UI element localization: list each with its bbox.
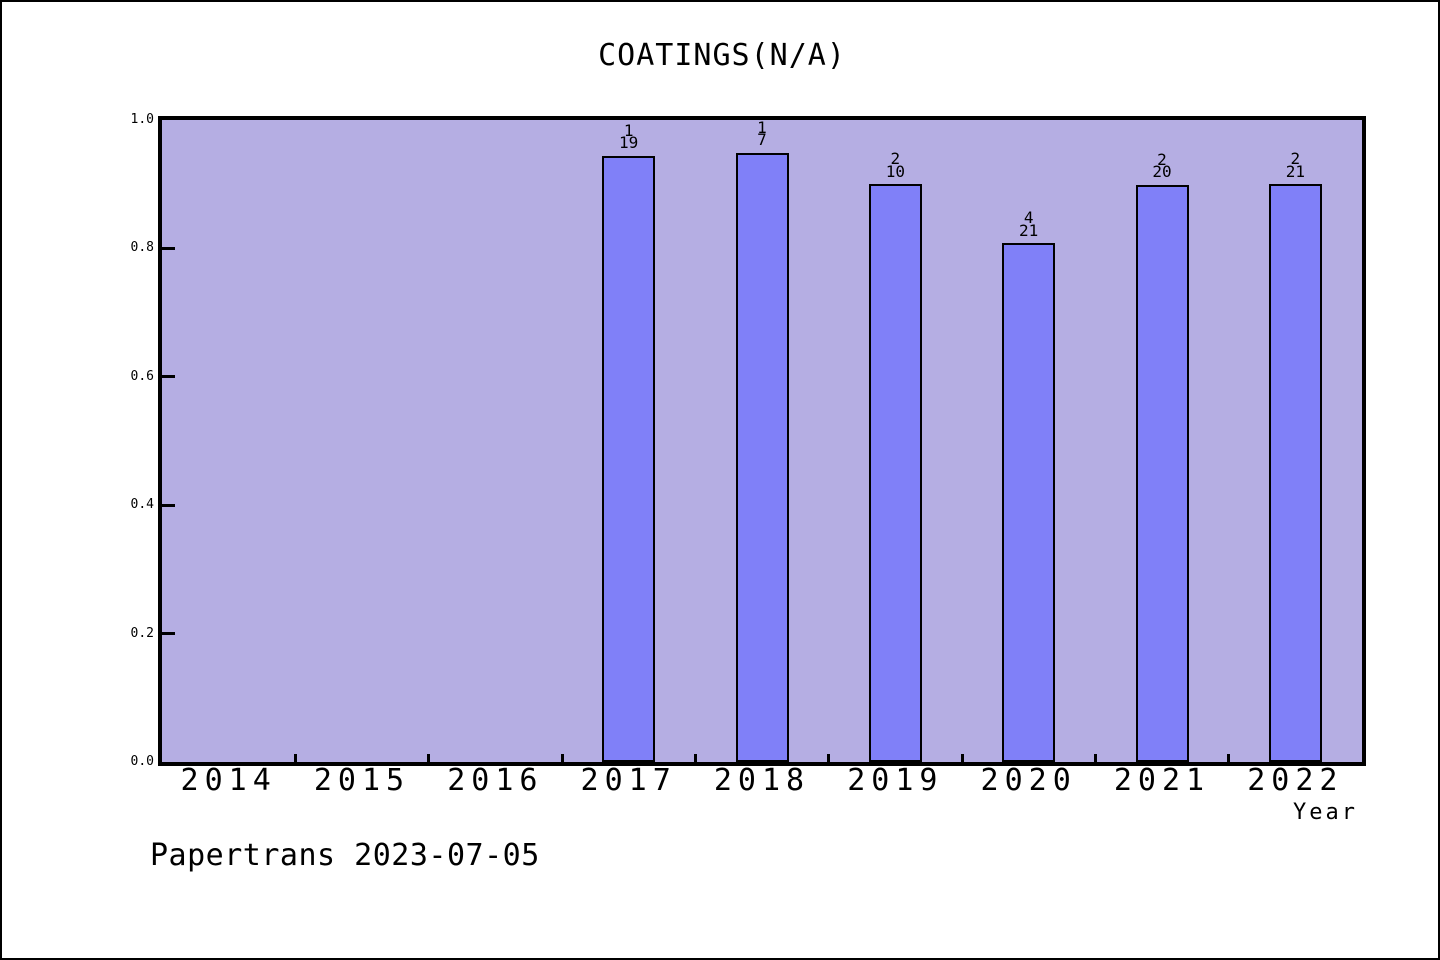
x-tick-label: 2021 — [1113, 763, 1211, 798]
y-tick-mark — [162, 375, 175, 379]
bar-label-2019: 2 10 — [835, 149, 955, 181]
y-tick-label: 1.0 — [130, 112, 154, 127]
y-tick-mark — [162, 632, 175, 636]
bar-2021 — [1135, 184, 1189, 762]
x-tick-label: 2022 — [1247, 763, 1344, 798]
x-tick-mark — [427, 754, 431, 762]
x-tick-mark — [560, 754, 564, 762]
y-tick-label: 0.6 — [130, 368, 154, 384]
x-tick-label: 2014 — [180, 763, 277, 798]
bar-rank-2018: 1 — [757, 117, 767, 137]
x-tick-mark — [293, 754, 297, 762]
bar-label-2020: 4 21 — [969, 208, 1089, 240]
bar-rank-2022: 2 — [1290, 149, 1301, 169]
bar-total-2019: 10 — [885, 161, 905, 181]
bar-2020 — [1002, 243, 1056, 762]
x-tick-label: 2017 — [580, 763, 677, 798]
bar-2018 — [735, 152, 789, 762]
x-axis-title: Year — [1293, 800, 1358, 825]
y-tick-mark — [162, 246, 175, 250]
y-tick-label: 0.8 — [130, 240, 154, 256]
chart-title: COATINGS(N/A) — [598, 38, 846, 73]
bar-total-2020: 21 — [1019, 220, 1039, 240]
bar-total-2021: 20 — [1152, 162, 1172, 182]
plot-frame: 1 19 1 7 2 10 4 21 2 20 2 21 — [158, 116, 1366, 766]
x-tick-mark — [693, 754, 697, 762]
bar-rank-2017: 1 — [623, 120, 634, 140]
bar-2022 — [1268, 184, 1322, 762]
bar-total-2018: 7 — [757, 130, 767, 150]
bar-total-2022: 21 — [1285, 161, 1305, 181]
x-tick-label: 2016 — [447, 763, 544, 798]
bar-2019 — [868, 184, 922, 762]
bar-label-2021: 2 20 — [1102, 149, 1222, 182]
bar-2017 — [602, 155, 656, 762]
x-tick-mark — [1227, 754, 1231, 762]
y-tick-mark — [162, 503, 175, 507]
x-tick-mark — [1093, 754, 1097, 762]
y-tick-label: 0.0 — [130, 754, 154, 769]
x-tick-mark — [960, 754, 964, 762]
bar-rank-2021: 2 — [1157, 149, 1167, 169]
x-tick-mark — [827, 754, 831, 762]
bar-total-2017: 19 — [619, 133, 639, 153]
bar-rank-2020: 4 — [1023, 208, 1034, 228]
watermark-text: Papertrans 2023-07-05 — [150, 838, 540, 873]
x-tick-label: 2018 — [713, 763, 811, 798]
y-tick-label: 0.4 — [130, 497, 154, 513]
x-tick-label: 2015 — [313, 763, 411, 798]
bar-rank-2019: 2 — [890, 149, 901, 169]
x-tick-label: 2020 — [980, 763, 1077, 798]
bar-label-2017: 1 19 — [569, 120, 689, 153]
bar-label-2022: 2 21 — [1235, 149, 1355, 181]
x-tick-label: 2019 — [847, 763, 944, 798]
y-tick-label: 0.2 — [130, 625, 154, 641]
plot-area: 1 19 1 7 2 10 4 21 2 20 2 21 — [162, 120, 1362, 762]
